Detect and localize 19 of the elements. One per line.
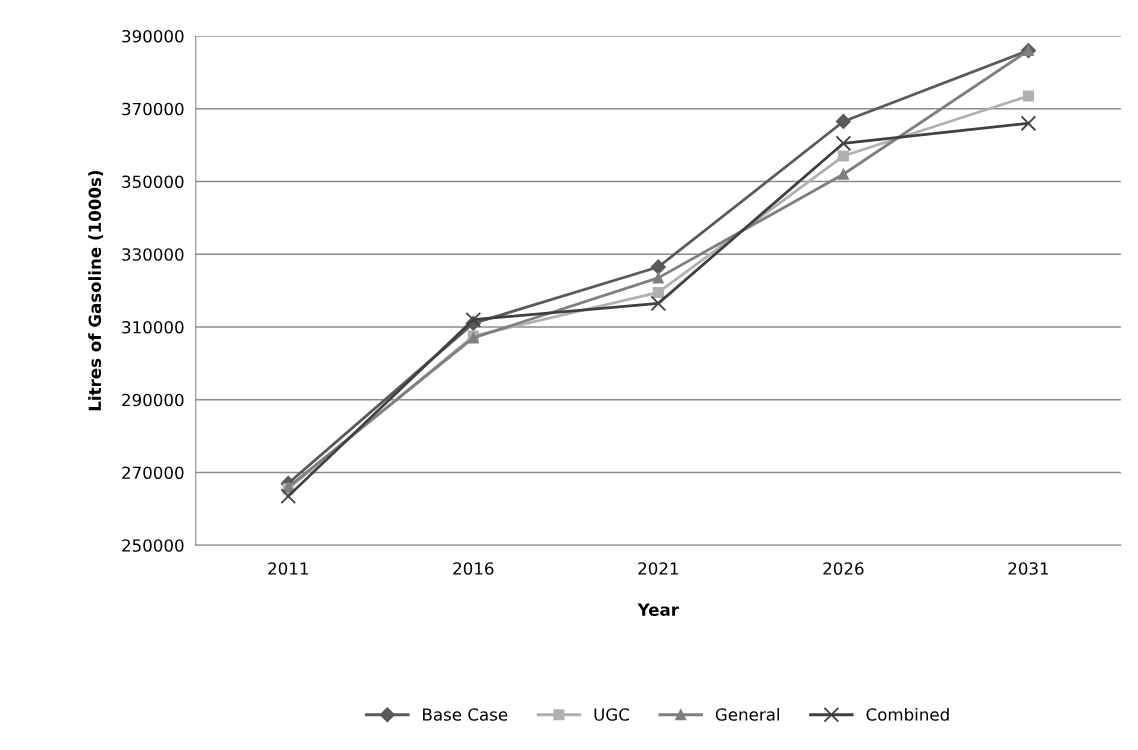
x-axis-title: Year [637, 603, 679, 616]
y-axis-title: Litres of Gasoline (1000s) [88, 170, 104, 411]
y-tick-label: 350000 [122, 175, 184, 189]
x-tick-label: 2026 [823, 562, 864, 575]
legend-label: Combined [866, 707, 949, 721]
x-tick-label: 2016 [453, 562, 494, 575]
y-tick-label: 330000 [122, 248, 184, 261]
legend-label: Base Case [423, 708, 508, 721]
x-tick-label: 2011 [268, 562, 308, 575]
y-tick-label: 290000 [122, 393, 184, 407]
y-tick-label: 250000 [122, 539, 184, 552]
y-tick-label: 310000 [122, 320, 184, 334]
x-tick-label: 2031 [1008, 562, 1049, 575]
x-tick-label: 2021 [638, 562, 678, 575]
legend-label: General [715, 707, 779, 721]
y-tick-label: 390000 [122, 29, 184, 43]
y-tick-label: 270000 [122, 466, 184, 480]
y-tick-label: 370000 [122, 102, 184, 116]
legend-label: UGC [594, 708, 629, 721]
